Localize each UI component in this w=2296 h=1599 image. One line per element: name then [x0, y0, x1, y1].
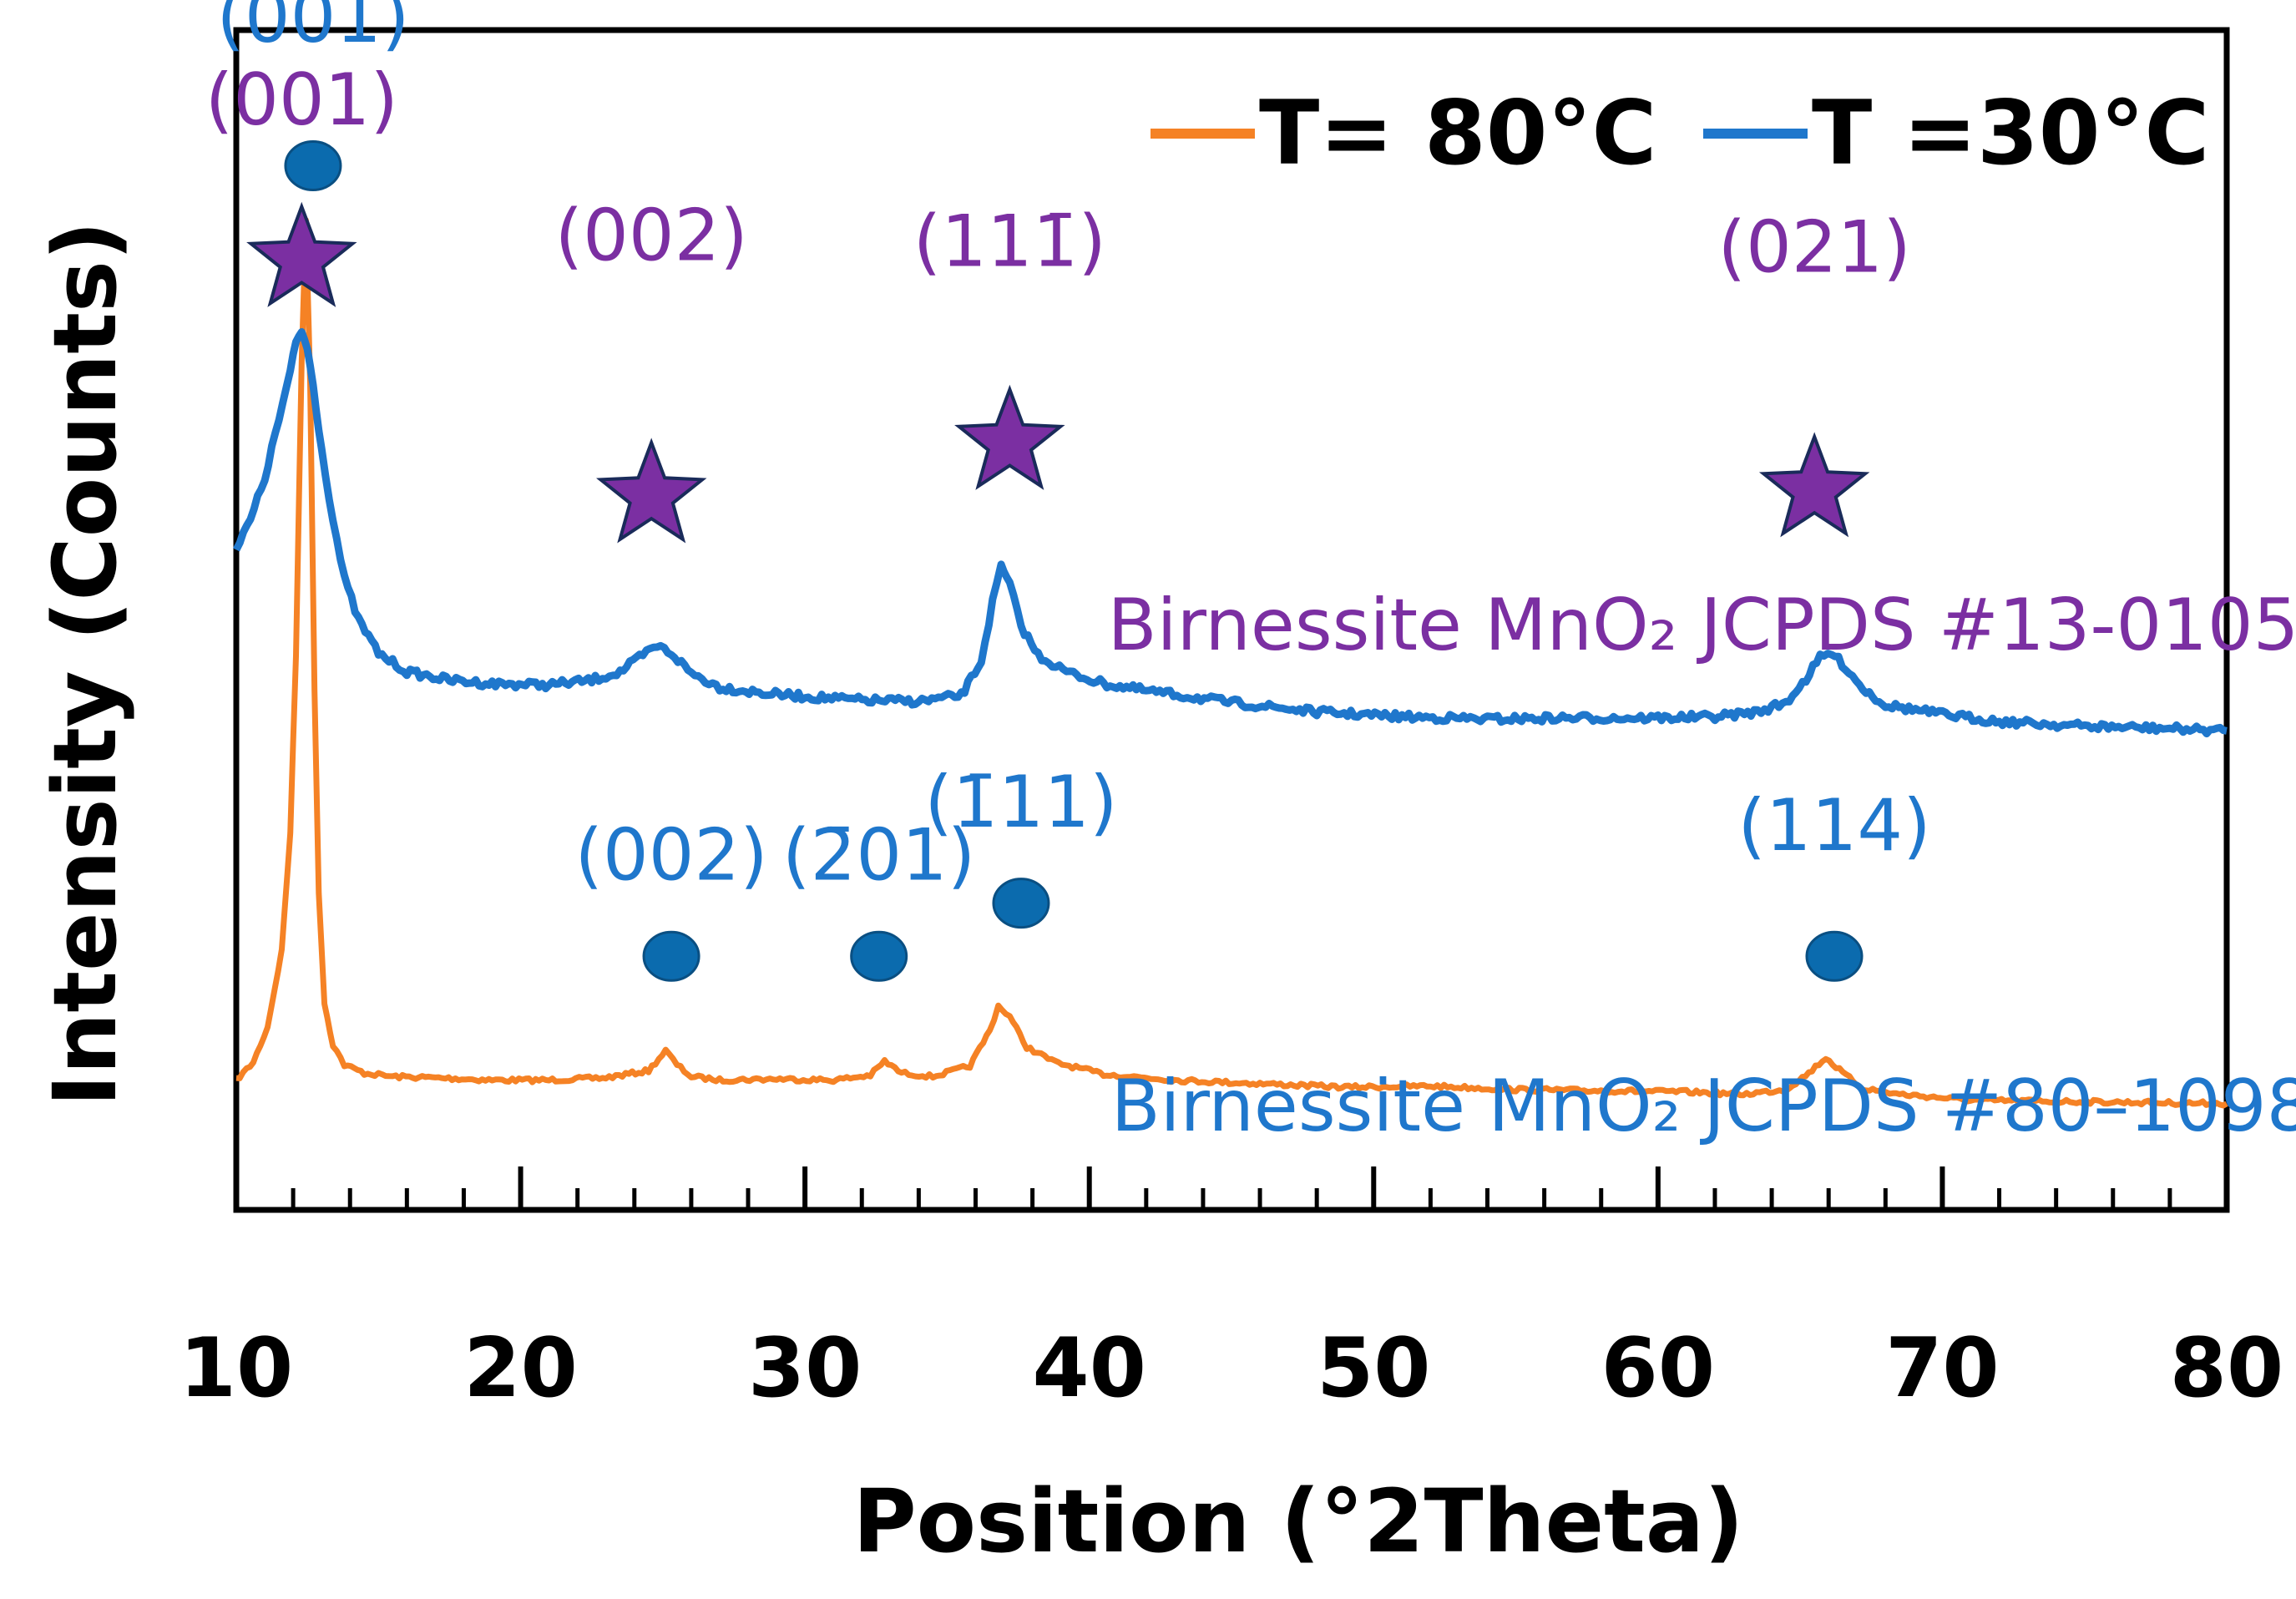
legend-label-30c: T =30°C	[1812, 82, 2209, 185]
peak-label: (001)	[205, 58, 398, 142]
peak-circle-marker	[850, 930, 908, 982]
plot-area-border	[233, 27, 2230, 1213]
peak-star-marker	[1758, 432, 1870, 538]
x-tick-label: 60	[1601, 1321, 1715, 1416]
series-lines	[232, 217, 2228, 1109]
legend-label-80c: T= 80°C	[1259, 82, 1656, 185]
peak-star-marker	[596, 438, 707, 544]
series-line-t-30-c	[232, 328, 2228, 738]
x-tick-label: 20	[463, 1321, 577, 1416]
x-tick-label: 30	[748, 1321, 862, 1416]
x-tick-label: 40	[1033, 1321, 1146, 1416]
x-tick-label: 80	[2170, 1321, 2283, 1416]
peak-label: (001)	[216, 0, 409, 59]
peak-circle-marker	[992, 878, 1050, 929]
peak-label: (002)	[555, 195, 748, 278]
peak-label: (002)	[574, 813, 767, 897]
peak-star-marker	[246, 201, 357, 307]
peak-circle-marker	[642, 930, 700, 982]
plot-frame	[233, 27, 2230, 1213]
peak-circle-marker	[284, 139, 342, 191]
x-tick-label: 70	[1885, 1321, 1999, 1416]
phase-reference-label: Birnessite MnO₂ JCPDS #13-0105	[1108, 584, 2296, 667]
peak-label: (1̄11)	[924, 761, 1117, 844]
peak-star-marker	[954, 384, 1065, 490]
series-line-t-80-c	[235, 217, 2228, 1109]
x-tick-label: 10	[180, 1321, 293, 1416]
peak-label: (021)	[1718, 206, 1911, 290]
x-axis-ticks: 10 20 30 40 50 60 70 80	[180, 1166, 2283, 1416]
peak-label: (114)	[1737, 784, 1930, 868]
peak-label: (2̄01)	[782, 813, 975, 897]
x-tick-label: 50	[1317, 1321, 1430, 1416]
peak-circle-marker	[1805, 930, 1864, 982]
x-axis-title: Position (°2Theta)	[852, 1470, 1743, 1572]
legend: T= 80°C T =30°C	[1151, 82, 2209, 185]
peak-markers	[246, 139, 1870, 982]
peak-label: (111̄)	[913, 200, 1106, 284]
phase-reference-label: Birnessite MnO₂ JCPDS #80–1098	[1111, 1065, 2296, 1148]
y-axis-title: Intensity (Counts)	[34, 221, 136, 1107]
annotations: (001)(002) (111̄) (021)(001)(002) (2̄01)(1̄…	[205, 0, 2296, 1148]
